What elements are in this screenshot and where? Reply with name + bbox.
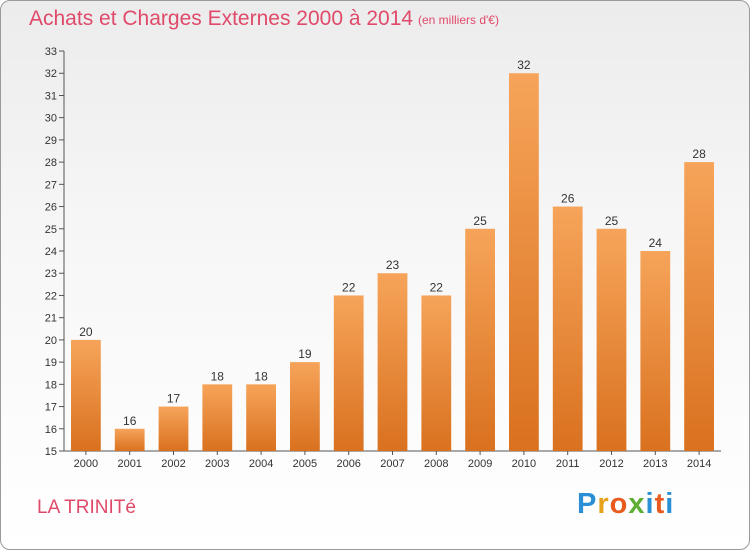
bar-2003: [202, 384, 233, 451]
x-tick-label-2001: 2001: [117, 458, 141, 470]
x-tick-label-2008: 2008: [424, 458, 448, 470]
x-tick-label-2006: 2006: [336, 458, 360, 470]
y-tick-label: 26: [45, 202, 57, 214]
x-tick-label-2014: 2014: [687, 458, 711, 470]
data-label-2004: 18: [254, 369, 268, 383]
logo-letter: P: [577, 488, 598, 520]
y-tick-label: 17: [45, 402, 57, 414]
x-tick-label-2009: 2009: [468, 458, 492, 470]
y-tick-label: 22: [45, 290, 57, 302]
chart-title: Achats et Charges Externes 2000 à 2014: [29, 7, 414, 30]
data-label-2011: 26: [561, 192, 575, 206]
y-tick-label: 33: [45, 46, 57, 58]
bar-2008: [421, 295, 452, 451]
data-label-2002: 17: [167, 392, 181, 406]
y-tick-label: 16: [45, 424, 57, 436]
x-tick-label-2013: 2013: [643, 458, 667, 470]
bar-2001: [114, 428, 145, 451]
y-tick-label: 31: [45, 90, 57, 102]
x-tick-label-2002: 2002: [161, 458, 185, 470]
y-tick-label: 24: [45, 246, 57, 258]
bar-2013: [640, 251, 671, 451]
logo-letter: r: [597, 488, 610, 520]
bar-2012: [596, 228, 627, 451]
logo-letter: t: [654, 488, 666, 520]
logo-letter: o: [609, 488, 629, 520]
y-tick-label: 27: [45, 179, 57, 191]
y-tick-label: 29: [45, 135, 57, 147]
x-tick-label-2012: 2012: [599, 458, 623, 470]
y-tick-label: 30: [45, 113, 57, 125]
y-tick-label: 32: [45, 68, 57, 80]
logo-letter: x: [628, 488, 646, 520]
data-label-2009: 25: [473, 214, 487, 228]
logo-letter: i: [665, 488, 675, 520]
y-tick-label: 23: [45, 268, 57, 280]
data-label-2012: 25: [605, 214, 619, 228]
data-label-2010: 32: [517, 58, 531, 72]
bar-2009: [465, 228, 495, 451]
x-tick-label-2004: 2004: [249, 458, 273, 470]
x-tick-label-2005: 2005: [293, 458, 317, 470]
y-tick-label: 15: [45, 446, 57, 458]
place-name: LA TRINITé: [37, 497, 136, 518]
data-label-2005: 19: [298, 347, 312, 361]
data-label-2000: 20: [79, 325, 93, 339]
bar-2004: [246, 384, 276, 451]
data-label-2006: 22: [342, 280, 356, 294]
chart-subtitle: (en milliers d'€): [418, 13, 499, 27]
x-tick-label-2011: 2011: [556, 458, 580, 470]
data-label-2003: 18: [211, 369, 225, 383]
logo-letter: i: [645, 488, 655, 520]
bar-2006: [333, 295, 364, 451]
bar-2010: [509, 73, 539, 451]
x-tick-label-2000: 2000: [74, 458, 98, 470]
y-tick-label: 20: [45, 335, 57, 347]
y-tick-label: 19: [45, 357, 57, 369]
bar-2007: [377, 273, 408, 451]
x-tick-label-2010: 2010: [512, 458, 536, 470]
bar-2000: [71, 339, 101, 451]
proxiti-logo: Proxiti: [577, 488, 674, 521]
bar-2005: [290, 362, 320, 451]
y-tick-label: 25: [45, 224, 57, 236]
bar-2014: [684, 162, 714, 451]
data-label-2001: 16: [123, 414, 137, 428]
y-tick-label: 18: [45, 379, 57, 391]
data-label-2008: 22: [430, 280, 444, 294]
y-tick-label: 21: [45, 313, 57, 325]
data-label-2013: 24: [649, 236, 663, 250]
bar-2011: [552, 206, 583, 451]
y-tick-label: 28: [45, 157, 57, 169]
data-label-2014: 28: [692, 147, 706, 161]
bar-2002: [158, 406, 189, 451]
data-label-2007: 23: [386, 258, 400, 272]
x-tick-label-2003: 2003: [205, 458, 229, 470]
x-tick-label-2007: 2007: [380, 458, 404, 470]
chart-bars: 20 16 17 18 18 19 22 23 22 25 32 26 25 24 28: [71, 58, 714, 451]
